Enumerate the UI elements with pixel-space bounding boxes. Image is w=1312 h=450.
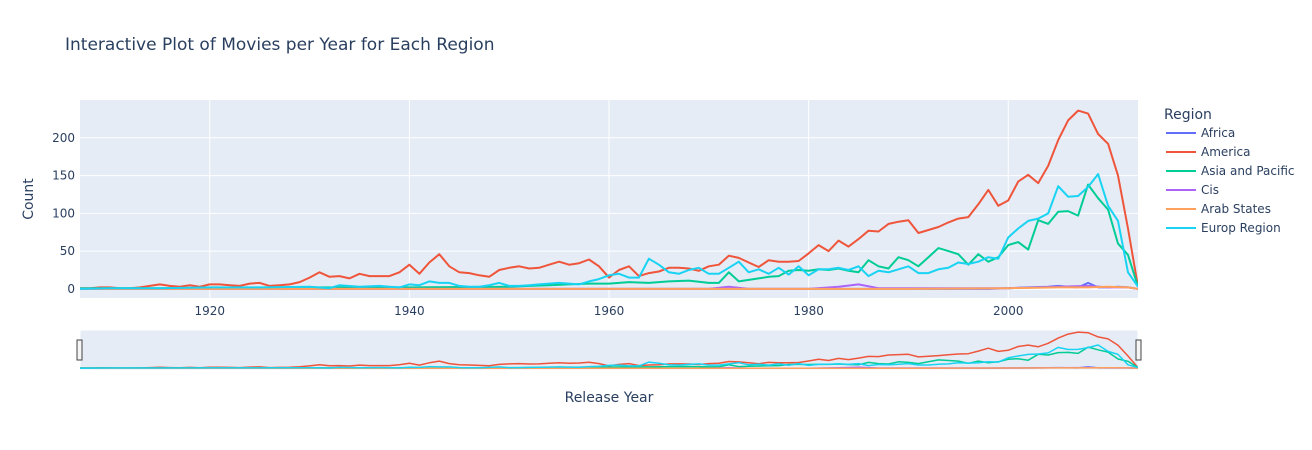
legend-label: Arab States bbox=[1201, 202, 1271, 216]
series-line-arab-states[interactable] bbox=[80, 285, 1138, 290]
x-tick-label: 1960 bbox=[594, 304, 625, 318]
range-slider[interactable] bbox=[79, 329, 1139, 371]
y-tick-label: 100 bbox=[52, 206, 75, 220]
legend-label: Asia and Pacific bbox=[1201, 164, 1295, 178]
legend-label: Europ Region bbox=[1201, 221, 1281, 235]
axis-ticks: 0 50 100 150 200 1920 1940 1960 1980 2000 bbox=[52, 131, 1023, 318]
range-slider-right-handle[interactable] bbox=[1135, 339, 1142, 361]
x-tick-label: 1920 bbox=[194, 304, 225, 318]
legend-item-africa[interactable]: Africa bbox=[1166, 126, 1235, 140]
legend-label: America bbox=[1201, 145, 1251, 159]
chart-title: Interactive Plot of Movies per Year for … bbox=[65, 35, 494, 55]
x-tick-label: 1940 bbox=[394, 304, 425, 318]
legend-item-arab-states[interactable]: Arab States bbox=[1166, 202, 1271, 216]
y-tick-label: 50 bbox=[60, 244, 75, 258]
series-lines bbox=[80, 109, 1138, 290]
slider-preview-line-europ-region bbox=[80, 344, 1138, 369]
y-tick-label: 0 bbox=[67, 282, 75, 296]
legend: Region Africa America Asia and Pacific Cis A… bbox=[1164, 107, 1295, 235]
range-slider-preview bbox=[80, 331, 1138, 369]
range-slider-left-handle[interactable] bbox=[76, 339, 83, 361]
legend-label: Africa bbox=[1201, 126, 1235, 140]
legend-label: Cis bbox=[1201, 183, 1219, 197]
series-line-america[interactable] bbox=[80, 109, 1138, 290]
slider-preview-line-arab-states bbox=[80, 366, 1138, 369]
y-axis-title: Count bbox=[21, 178, 37, 220]
y-tick-label: 150 bbox=[52, 169, 75, 183]
x-tick-label: 2000 bbox=[993, 304, 1024, 318]
legend-title: Region bbox=[1164, 107, 1212, 123]
legend-item-cis[interactable]: Cis bbox=[1166, 183, 1219, 197]
legend-item-asia-and-pacific[interactable]: Asia and Pacific bbox=[1166, 164, 1295, 178]
x-tick-label: 1980 bbox=[793, 304, 824, 318]
x-axis-title: Release Year bbox=[565, 390, 654, 406]
y-tick-label: 200 bbox=[52, 131, 75, 145]
legend-item-europ-region[interactable]: Europ Region bbox=[1166, 221, 1281, 235]
series-line-europ-region[interactable] bbox=[80, 173, 1138, 290]
legend-item-america[interactable]: America bbox=[1166, 145, 1251, 159]
